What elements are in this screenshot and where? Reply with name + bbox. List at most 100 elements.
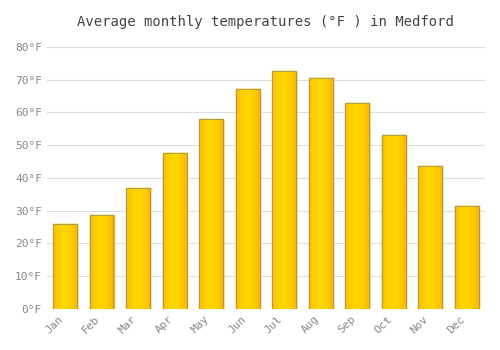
Bar [468,206,469,309]
Bar [359,103,360,309]
Bar [216,119,218,309]
Bar [99,216,100,309]
Bar [428,166,429,309]
Bar [259,90,260,309]
Bar [165,153,166,309]
Bar [222,119,223,309]
Bar [66,224,67,309]
Bar [256,90,257,309]
Bar [173,153,174,309]
Bar [212,119,214,309]
Bar [362,103,363,309]
Bar [368,103,369,309]
Bar [403,135,404,309]
Bar [204,119,205,309]
Bar [364,103,366,309]
Bar [386,135,387,309]
Bar [429,166,430,309]
Bar [209,119,210,309]
Bar [176,153,177,309]
Bar [477,206,478,309]
Bar [392,135,394,309]
Bar [219,119,220,309]
Bar [92,216,93,309]
Bar [251,90,252,309]
Bar [70,224,72,309]
Bar [468,206,469,309]
Bar [202,119,203,309]
Bar [462,206,463,309]
Bar [130,188,131,309]
Bar [250,90,251,309]
Bar [393,135,394,309]
Bar [146,188,147,309]
Bar [350,103,351,309]
Bar [436,166,438,309]
Bar [163,153,186,309]
Bar [253,90,254,309]
Bar [458,206,459,309]
Bar [57,224,58,309]
Bar [107,216,108,309]
Bar [324,78,325,309]
Bar [222,119,224,309]
Bar [252,90,253,309]
Bar [361,103,362,309]
Bar [276,71,277,309]
Bar [139,188,140,309]
Bar [214,119,216,309]
Bar [460,206,461,309]
Bar [478,206,479,309]
Bar [382,135,383,309]
Bar [204,119,205,309]
Bar [432,166,434,309]
Bar [148,188,149,309]
Bar [399,135,400,309]
Bar [217,119,218,309]
Bar [272,71,296,309]
Bar [440,166,441,309]
Bar [253,90,254,309]
Bar [168,153,169,309]
Bar [273,71,274,309]
Bar [292,71,294,309]
Bar [420,166,422,309]
Bar [357,103,358,309]
Bar [212,119,213,309]
Bar [459,206,460,309]
Bar [440,166,442,309]
Bar [402,135,403,309]
Bar [390,135,392,309]
Bar [283,71,284,309]
Bar [352,103,353,309]
Bar [132,188,134,309]
Bar [466,206,467,309]
Bar [405,135,406,309]
Bar [425,166,426,309]
Bar [324,78,326,309]
Bar [242,90,243,309]
Bar [405,135,406,309]
Bar [90,216,91,309]
Bar [62,224,64,309]
Bar [476,206,477,309]
Bar [241,90,242,309]
Bar [330,78,331,309]
Bar [294,71,295,309]
Bar [206,119,207,309]
Bar [420,166,421,309]
Bar [100,216,101,309]
Bar [356,103,357,309]
Bar [165,153,166,309]
Bar [107,216,108,309]
Bar [168,153,170,309]
Bar [108,216,110,309]
Bar [73,224,74,309]
Bar [282,71,283,309]
Bar [110,216,111,309]
Bar [439,166,440,309]
Bar [291,71,292,309]
Bar [111,216,112,309]
Bar [178,153,179,309]
Bar [287,71,288,309]
